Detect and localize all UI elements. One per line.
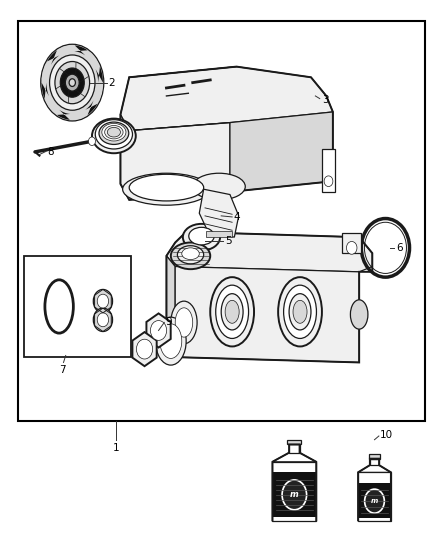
Text: 1: 1: [113, 443, 120, 454]
Polygon shape: [272, 453, 316, 462]
Ellipse shape: [183, 224, 220, 251]
Ellipse shape: [193, 173, 245, 200]
Bar: [368, 454, 380, 459]
Ellipse shape: [95, 119, 132, 149]
Ellipse shape: [225, 301, 239, 323]
Ellipse shape: [171, 243, 210, 269]
Circle shape: [93, 289, 113, 313]
Ellipse shape: [99, 122, 129, 144]
Text: 2: 2: [109, 78, 115, 87]
Bar: [322, 149, 335, 192]
Bar: [287, 440, 301, 445]
Polygon shape: [72, 111, 85, 120]
Text: m: m: [371, 498, 378, 504]
Ellipse shape: [221, 294, 243, 330]
Text: 8: 8: [47, 148, 54, 157]
Bar: [342, 233, 361, 253]
Bar: [358, 483, 391, 518]
Ellipse shape: [171, 301, 197, 344]
Polygon shape: [57, 110, 70, 120]
Text: 3: 3: [322, 95, 328, 104]
Circle shape: [136, 339, 153, 359]
Circle shape: [49, 55, 95, 110]
Circle shape: [93, 308, 113, 332]
Bar: [24, 256, 131, 357]
Text: 4: 4: [233, 213, 240, 222]
Circle shape: [97, 294, 109, 308]
Polygon shape: [85, 100, 98, 115]
Ellipse shape: [189, 227, 214, 245]
Circle shape: [55, 61, 90, 104]
Polygon shape: [120, 115, 230, 200]
Polygon shape: [358, 465, 391, 472]
Ellipse shape: [215, 285, 249, 338]
Text: 5: 5: [225, 237, 231, 246]
Polygon shape: [47, 50, 59, 65]
Polygon shape: [42, 83, 49, 99]
Circle shape: [324, 176, 333, 187]
Circle shape: [69, 79, 75, 86]
Circle shape: [41, 44, 104, 121]
Ellipse shape: [289, 294, 311, 330]
Bar: [358, 472, 391, 521]
Polygon shape: [46, 99, 58, 114]
Circle shape: [97, 313, 109, 327]
Polygon shape: [95, 67, 103, 83]
Ellipse shape: [123, 173, 210, 205]
Text: m: m: [290, 490, 299, 499]
Circle shape: [150, 320, 167, 341]
Polygon shape: [199, 189, 239, 237]
Bar: [206, 231, 232, 237]
Text: 9: 9: [166, 318, 172, 327]
Polygon shape: [74, 45, 88, 55]
Ellipse shape: [107, 127, 120, 137]
Ellipse shape: [278, 277, 322, 346]
Ellipse shape: [177, 246, 204, 264]
Bar: [272, 462, 316, 521]
Bar: [289, 445, 300, 453]
Ellipse shape: [105, 125, 123, 139]
Circle shape: [346, 241, 357, 254]
Polygon shape: [87, 52, 99, 67]
Ellipse shape: [284, 285, 316, 338]
Polygon shape: [59, 45, 72, 54]
Text: 7: 7: [59, 365, 66, 375]
Ellipse shape: [160, 324, 182, 358]
Bar: [272, 472, 316, 517]
Ellipse shape: [102, 124, 126, 141]
Polygon shape: [95, 85, 103, 101]
Circle shape: [65, 74, 79, 91]
Bar: [370, 459, 379, 465]
Ellipse shape: [155, 317, 186, 365]
Polygon shape: [132, 332, 157, 366]
Polygon shape: [42, 64, 50, 80]
Polygon shape: [166, 256, 175, 357]
Ellipse shape: [175, 308, 193, 337]
Polygon shape: [146, 313, 171, 348]
Polygon shape: [175, 266, 359, 362]
Ellipse shape: [350, 300, 368, 329]
Circle shape: [60, 68, 84, 97]
Polygon shape: [120, 67, 333, 131]
Bar: [18, 21, 425, 421]
Ellipse shape: [293, 301, 307, 323]
Circle shape: [364, 489, 385, 513]
Polygon shape: [230, 112, 333, 192]
Ellipse shape: [210, 277, 254, 346]
Circle shape: [88, 137, 95, 146]
Circle shape: [282, 480, 307, 510]
Ellipse shape: [182, 248, 199, 260]
Text: 6: 6: [396, 243, 403, 253]
Text: 10: 10: [380, 431, 393, 440]
Ellipse shape: [129, 174, 204, 201]
Polygon shape: [166, 232, 372, 272]
Ellipse shape: [92, 119, 136, 154]
